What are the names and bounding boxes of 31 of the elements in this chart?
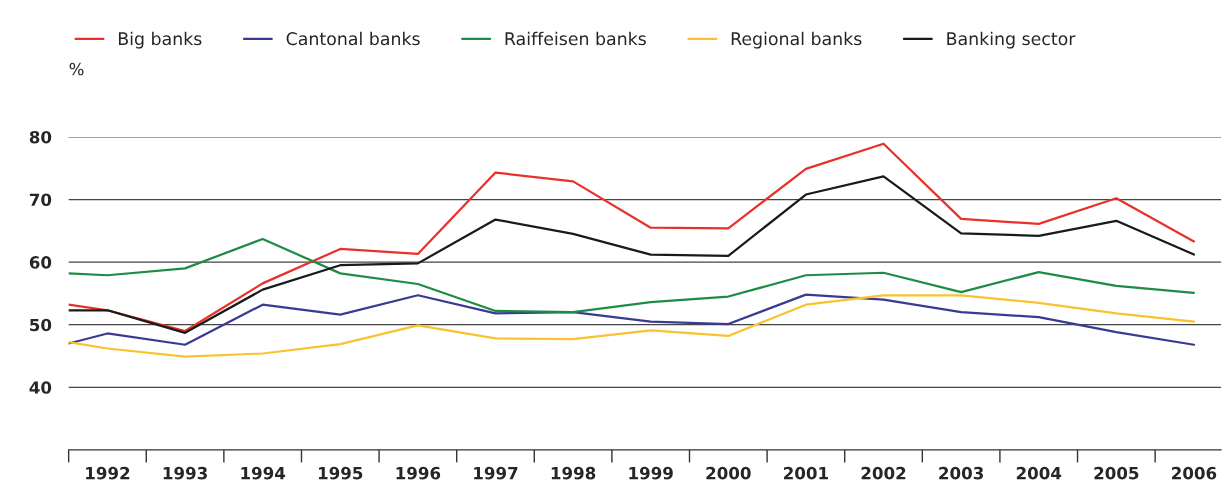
line-series — [68, 175, 1196, 334]
x-tick-label: 1997 — [474, 466, 518, 480]
line-series — [68, 237, 1196, 314]
y-tick-label: 70 — [29, 193, 52, 207]
legend-label: Cantonal banks — [286, 31, 420, 46]
y-tick-label: 40 — [29, 381, 52, 394]
legend-label: Raiffeisen banks — [505, 31, 646, 46]
legend-label: Banking sector — [947, 31, 1076, 49]
x-tick-label: 2003 — [939, 466, 983, 480]
x-tick-label: 1998 — [551, 466, 596, 480]
x-tick-label: 1992 — [86, 466, 130, 480]
line-series — [68, 142, 1196, 333]
x-tick-label: 2000 — [706, 466, 751, 480]
x-tick-label: 1994 — [241, 466, 286, 480]
x-tick-label: 2005 — [1094, 466, 1139, 480]
legend-label: Regional banks — [731, 31, 862, 49]
x-tick-label: 2002 — [861, 466, 906, 480]
x-tick-label: 2001 — [784, 466, 828, 480]
legend-label: Big banks — [118, 31, 202, 49]
x-tick-label: 1999 — [629, 466, 673, 480]
x-tick-label: 2006 — [1172, 466, 1217, 480]
line-series — [68, 294, 1196, 358]
y-tick-label: 60 — [29, 256, 52, 269]
x-tick-label: 1996 — [396, 466, 441, 480]
line-series — [68, 293, 1196, 346]
x-tick-label: 1995 — [318, 466, 363, 480]
x-tick-label: 2004 — [1016, 466, 1062, 480]
y-tick-label: 50 — [30, 318, 52, 332]
y-tick-label: 80 — [29, 130, 52, 144]
y-axis-title: % — [69, 62, 84, 76]
x-tick-label: 1993 — [163, 466, 207, 480]
